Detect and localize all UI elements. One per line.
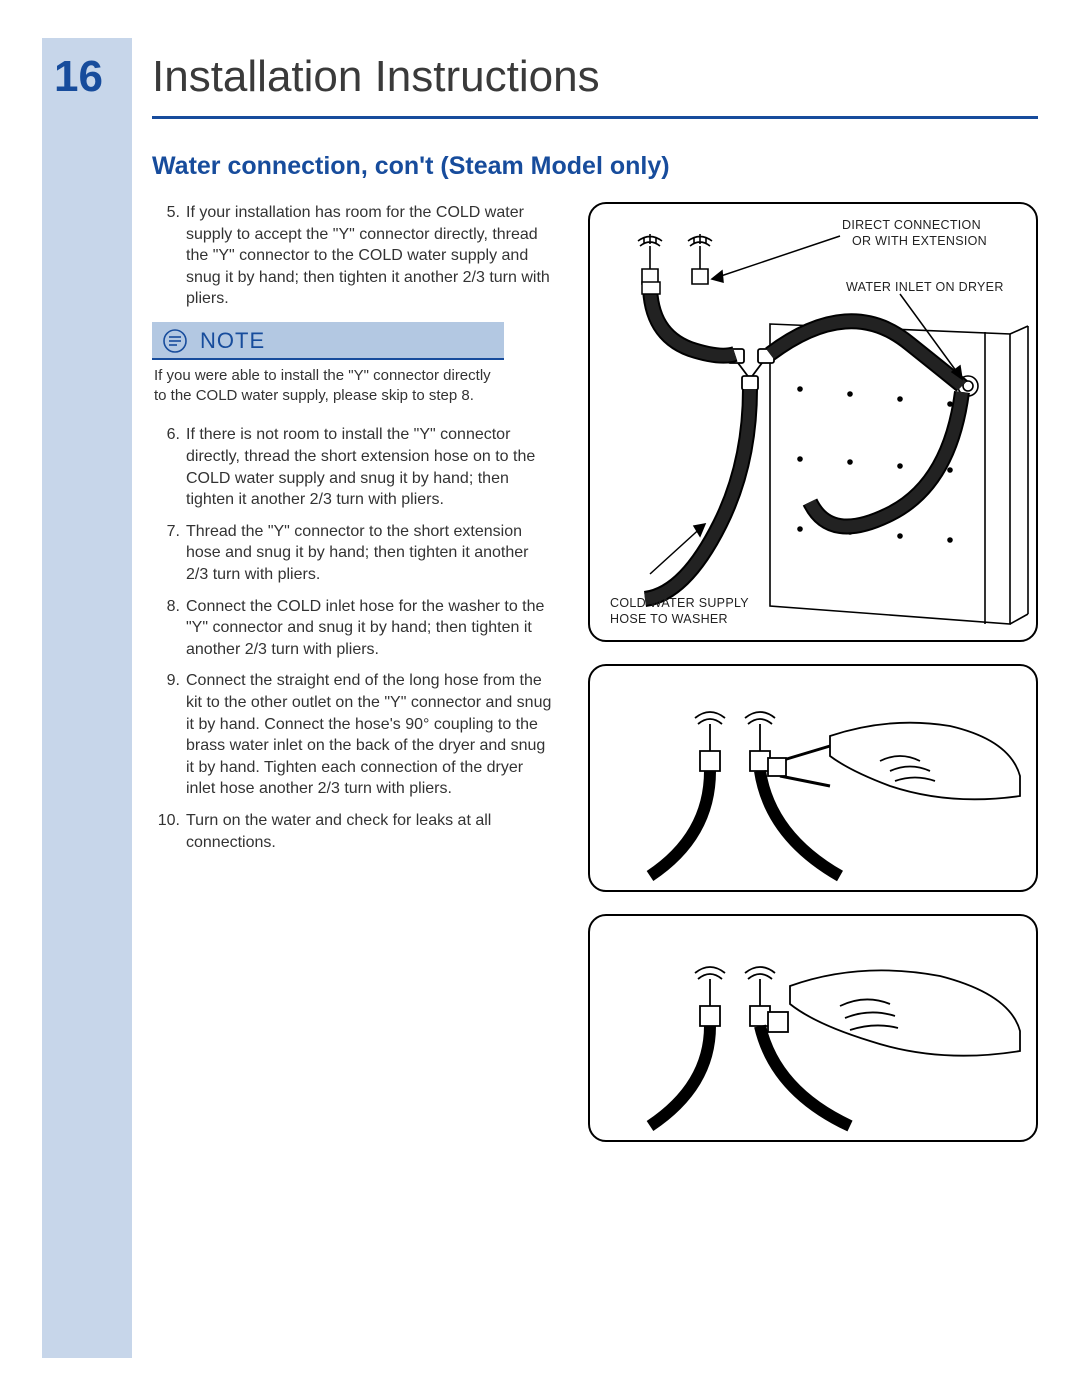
pliers-illustration bbox=[590, 666, 1038, 892]
note-label: NOTE bbox=[200, 328, 265, 354]
note-body: If you were able to install the "Y" conn… bbox=[152, 360, 504, 417]
step-item: 10. Turn on the water and check for leaks… bbox=[152, 810, 552, 853]
diagram-hand-tighten bbox=[588, 914, 1038, 1142]
step-text: Turn on the water and check for leaks at… bbox=[186, 812, 491, 851]
step-item: 7. Thread the "Y" connector to the short … bbox=[152, 521, 552, 586]
diagram-label-water-inlet: WATER INLET ON DRYER bbox=[846, 280, 1004, 296]
diagram-label-cold-supply: COLD WATER SUPPLY bbox=[610, 596, 749, 612]
step-text: If there is not room to install the "Y" … bbox=[186, 426, 535, 508]
step-number: 9. bbox=[152, 670, 180, 692]
note-box: NOTE If you were able to install the "Y"… bbox=[152, 322, 504, 417]
right-column: DIRECT CONNECTION OR WITH EXTENSION WATE… bbox=[588, 202, 1038, 1164]
left-column: 5. If your installation has room for the … bbox=[152, 202, 552, 863]
step-list-after-note: 6. If there is not room to install the "Y… bbox=[152, 424, 552, 853]
step-list-before-note: 5. If your installation has room for the … bbox=[152, 202, 552, 310]
step-number: 10. bbox=[152, 810, 180, 832]
step-item: 5. If your installation has room for the … bbox=[152, 202, 552, 310]
diagram-label-with-extension: OR WITH EXTENSION bbox=[852, 234, 987, 250]
diagram-tighten-pliers bbox=[588, 664, 1038, 892]
step-item: 8. Connect the COLD inlet hose for the wa… bbox=[152, 596, 552, 661]
page-title: Installation Instructions bbox=[152, 52, 600, 102]
step-number: 6. bbox=[152, 424, 180, 446]
page-sidebar: 16 bbox=[42, 38, 132, 1358]
hand-tighten-illustration bbox=[590, 916, 1038, 1142]
step-item: 6. If there is not room to install the "Y… bbox=[152, 424, 552, 510]
content-area: 5. If your installation has room for the … bbox=[152, 202, 1038, 1164]
step-text: Connect the COLD inlet hose for the wash… bbox=[186, 598, 544, 658]
title-underline bbox=[152, 116, 1038, 119]
step-number: 7. bbox=[152, 521, 180, 543]
water-connection-illustration bbox=[590, 204, 1038, 642]
manual-page: 16 Installation Instructions Water conne… bbox=[42, 38, 1038, 1358]
step-number: 8. bbox=[152, 596, 180, 618]
step-text: If your installation has room for the CO… bbox=[186, 204, 550, 307]
diagram-water-connection: DIRECT CONNECTION OR WITH EXTENSION WATE… bbox=[588, 202, 1038, 642]
note-header: NOTE bbox=[152, 322, 504, 360]
step-text: Thread the "Y" connector to the short ex… bbox=[186, 523, 528, 583]
note-icon bbox=[162, 328, 188, 354]
page-number: 16 bbox=[54, 52, 103, 102]
step-item: 9. Connect the straight end of the long h… bbox=[152, 670, 552, 800]
section-heading: Water connection, con't (Steam Model onl… bbox=[152, 152, 670, 181]
step-number: 5. bbox=[152, 202, 180, 224]
step-text: Connect the straight end of the long hos… bbox=[186, 672, 551, 797]
diagram-label-direct-connection: DIRECT CONNECTION bbox=[842, 218, 981, 234]
diagram-label-hose-washer: HOSE TO WASHER bbox=[610, 612, 728, 628]
